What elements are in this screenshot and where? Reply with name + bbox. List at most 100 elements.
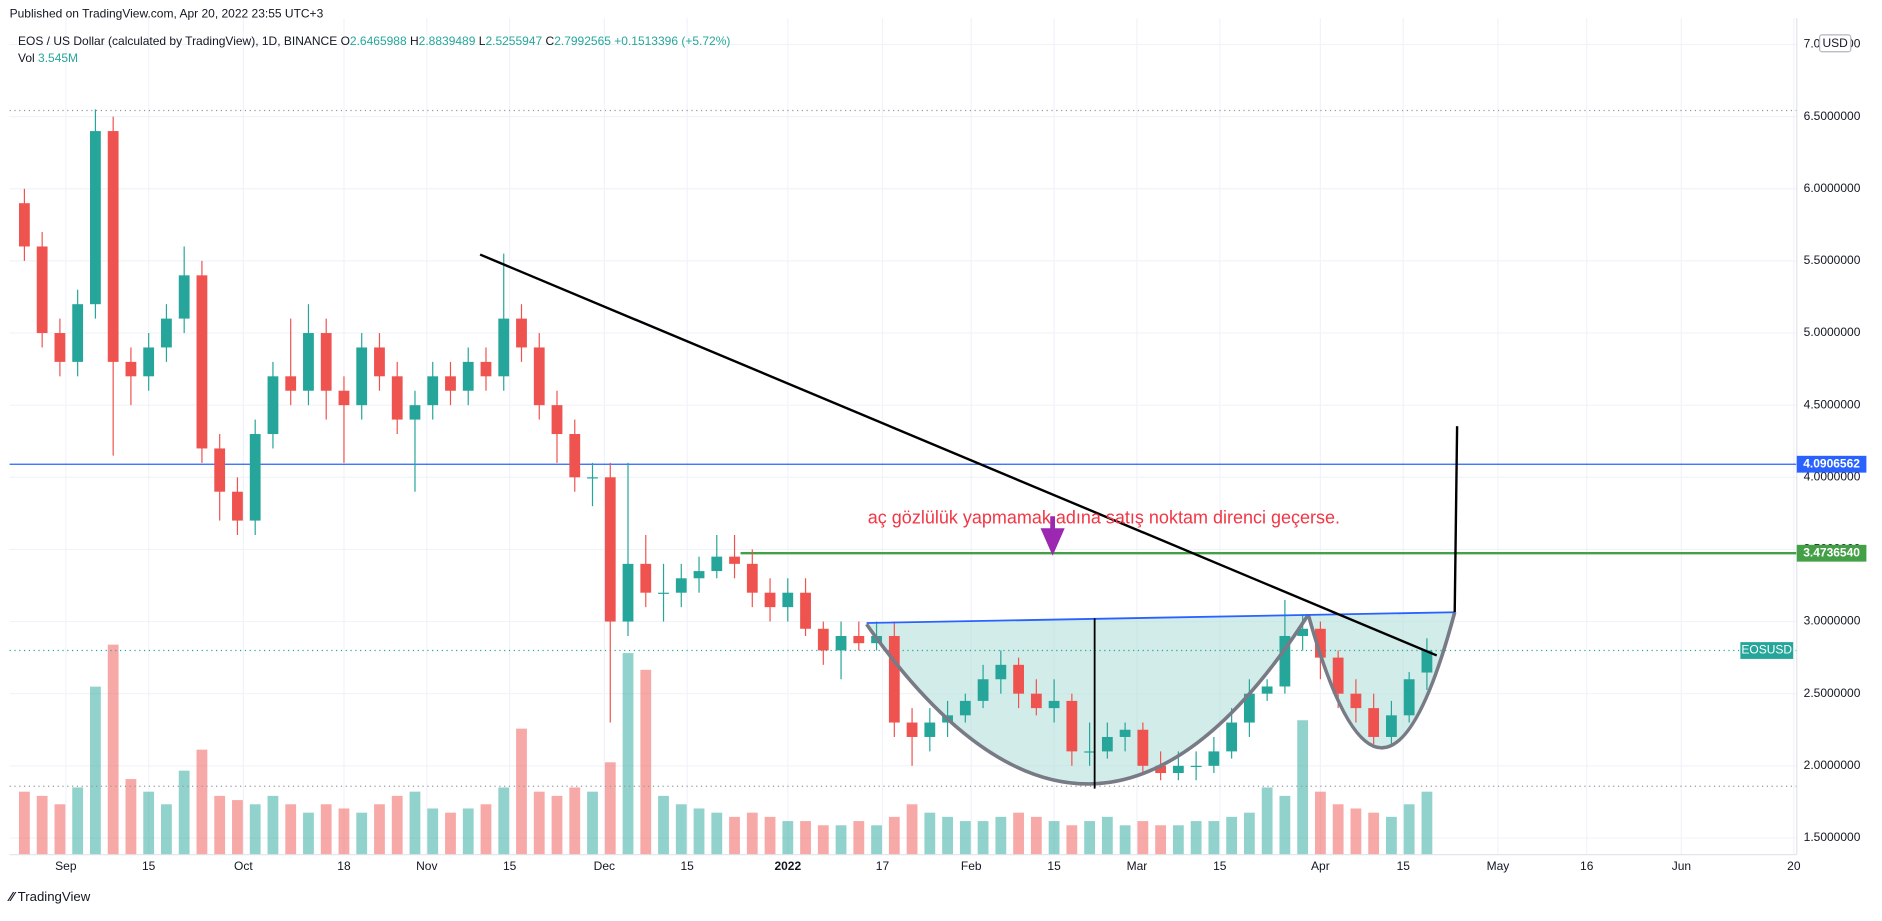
- candle-body: [1421, 650, 1433, 673]
- candle-body: [249, 434, 261, 521]
- volume-bar: [888, 816, 900, 855]
- volume-label: Vol: [18, 51, 35, 65]
- volume-bar: [1403, 804, 1415, 855]
- volume-bar: [800, 821, 811, 855]
- x-tick-label: 18: [337, 859, 351, 873]
- volume-bar: [338, 808, 350, 855]
- volume-bar: [1261, 787, 1273, 855]
- volume-bar: [675, 804, 687, 855]
- volume-bar: [587, 791, 598, 855]
- h-label: H: [410, 34, 419, 48]
- candle-body: [285, 376, 297, 391]
- candle-body: [1226, 722, 1238, 752]
- y-tick-label: 5.0000000: [1804, 325, 1861, 339]
- volume-bar: [232, 800, 243, 855]
- volume-bar: [143, 791, 155, 855]
- candle-body: [640, 563, 652, 593]
- candle-body: [1297, 628, 1309, 636]
- x-tick-label: 15: [1047, 859, 1061, 873]
- volume-bar: [924, 812, 936, 855]
- volume-bar: [1226, 816, 1238, 855]
- candle-body: [1208, 751, 1220, 766]
- x-tick-label: 16: [1580, 859, 1594, 873]
- candle-body: [569, 434, 581, 478]
- volume-bar: [569, 787, 581, 855]
- candle-body: [1403, 679, 1415, 716]
- y-tick-label: 3.0000000: [1804, 614, 1861, 628]
- volume-now: 3.545M: [38, 51, 78, 65]
- candle-body: [1155, 765, 1167, 774]
- volume-bar: [1066, 825, 1078, 855]
- volume-bar: [480, 804, 492, 855]
- candle-body: [90, 131, 101, 305]
- candle-body: [729, 556, 740, 564]
- volume-bar: [391, 795, 403, 855]
- change: +0.1513396: [614, 34, 678, 48]
- candle-body: [1137, 729, 1149, 766]
- candle-body: [356, 347, 368, 406]
- candle-body: [516, 318, 527, 348]
- high: 2.8839489: [419, 34, 476, 48]
- candle-body: [959, 700, 971, 716]
- y-tick-label: 1.5000000: [1804, 830, 1861, 844]
- volume-bar: [1350, 808, 1362, 855]
- volume-bar: [959, 821, 971, 855]
- y-tick-label: 2.0000000: [1804, 758, 1861, 772]
- x-tick-label: Mar: [1127, 859, 1148, 873]
- volume-bar: [427, 808, 439, 855]
- volume-bar: [1048, 821, 1060, 855]
- volume-bar: [817, 825, 829, 855]
- volume-bar: [54, 804, 66, 855]
- footer-text: TradingView: [18, 889, 91, 904]
- candle-body: [338, 390, 350, 406]
- candle-body: [374, 347, 385, 377]
- candle-body: [409, 405, 421, 420]
- volume-bar: [1297, 720, 1309, 855]
- volume-bar: [764, 816, 776, 855]
- x-tick-label: 15: [142, 859, 156, 873]
- candle-body: [107, 131, 119, 362]
- footer: ⁄⁄ TradingView: [7, 889, 91, 904]
- candle-body: [551, 405, 563, 435]
- volume-bar: [249, 804, 261, 855]
- volume-bar: [658, 795, 669, 855]
- level-tag: [1796, 455, 1867, 473]
- candle-body: [533, 347, 545, 406]
- volume-bar: [125, 779, 137, 855]
- candle-body: [800, 592, 811, 629]
- candle-body: [1314, 628, 1326, 658]
- candle-body: [622, 563, 634, 622]
- volume-bar: [516, 728, 527, 855]
- trendline: [479, 253, 1438, 657]
- x-tick-label: 15: [503, 859, 517, 873]
- candle-body: [178, 275, 190, 319]
- level-label: 4.0906562: [1803, 456, 1860, 470]
- legend: EOS / US Dollar (calculated by TradingVi…: [18, 34, 730, 48]
- candle-body: [817, 628, 829, 651]
- candle-body: [267, 376, 279, 435]
- x-tick-label: Dec: [594, 859, 615, 873]
- volume-bar: [462, 808, 474, 855]
- candle-body: [1332, 657, 1344, 694]
- cup: [865, 613, 1310, 786]
- target-line: [1453, 426, 1459, 613]
- volume-bar: [1243, 812, 1255, 855]
- volume-bar: [711, 812, 723, 855]
- y-tick-label: 5.5000000: [1804, 253, 1861, 267]
- candle-body: [782, 592, 794, 608]
- volume-bar: [622, 653, 634, 855]
- x-tick-label: Nov: [416, 859, 437, 873]
- level-label: 3.4736540: [1803, 545, 1860, 559]
- candle-body: [462, 361, 474, 391]
- candle-body: [1261, 686, 1273, 694]
- candle-body: [445, 376, 456, 391]
- candle-body: [1368, 708, 1380, 737]
- handle: [1306, 611, 1457, 750]
- volume-bar: [977, 821, 989, 855]
- volume-bar: [942, 816, 953, 855]
- candle-body: [1013, 664, 1024, 694]
- candle-body: [1048, 700, 1060, 709]
- candle-body: [1101, 736, 1113, 752]
